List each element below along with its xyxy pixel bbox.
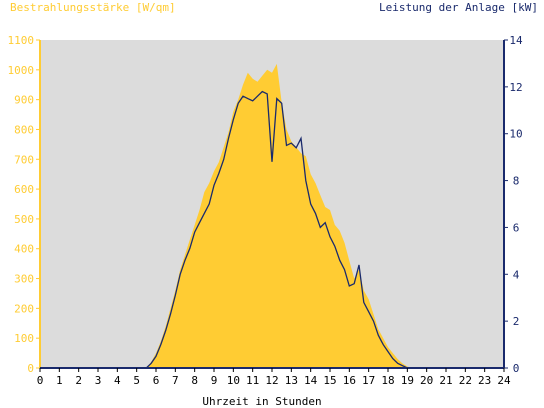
right-tick-label: 8 xyxy=(513,175,520,188)
power-line-layer xyxy=(40,90,504,369)
right-tick-label: 2 xyxy=(513,315,520,328)
left-tick-label: 200 xyxy=(14,302,34,315)
x-tick-label: 8 xyxy=(191,374,198,387)
left-tick-label: 300 xyxy=(14,273,34,286)
left-tick-label: 800 xyxy=(14,123,34,136)
power-line xyxy=(40,90,504,369)
x-tick-label: 20 xyxy=(420,374,433,387)
right-tick-label: 4 xyxy=(513,268,520,281)
right-tick-label: 0 xyxy=(513,362,520,375)
right-tick-label: 6 xyxy=(513,221,520,234)
x-tick-label: 7 xyxy=(172,374,179,387)
x-tick-label: 17 xyxy=(362,374,375,387)
x-tick-label: 3 xyxy=(95,374,102,387)
x-tick-label: 10 xyxy=(227,374,240,387)
x-tick-label: 4 xyxy=(114,374,121,387)
x-tick-label: 1 xyxy=(56,374,63,387)
x-tick-label: 24 xyxy=(497,374,511,387)
right-axis-title: Leistung der Anlage [kW] xyxy=(379,1,538,14)
left-tick-label: 600 xyxy=(14,183,34,196)
left-tick-label: 500 xyxy=(14,213,34,226)
x-tick-label: 12 xyxy=(265,374,278,387)
left-axis-ticks: 0 100 200 300 400 500 600 700 800 900 1000 1100 xyxy=(8,34,40,375)
right-tick-label: 10 xyxy=(509,128,522,141)
x-tick-label: 11 xyxy=(246,374,259,387)
x-tick-label: 6 xyxy=(153,374,160,387)
x-tick-label: 15 xyxy=(323,374,336,387)
left-tick-label: 0 xyxy=(27,362,34,375)
x-tick-label: 9 xyxy=(211,374,218,387)
x-tick-label: 21 xyxy=(439,374,452,387)
x-tick-label: 22 xyxy=(459,374,472,387)
right-axis-ticks: 0 2 4 6 8 10 12 14 xyxy=(504,34,523,375)
x-tick-label: 19 xyxy=(401,374,414,387)
right-tick-label: 12 xyxy=(509,81,522,94)
x-tick-label: 0 xyxy=(37,374,44,387)
left-tick-label: 700 xyxy=(14,153,34,166)
x-tick-label: 2 xyxy=(75,374,82,387)
x-tick-label: 13 xyxy=(285,374,298,387)
x-tick-label: 5 xyxy=(133,374,140,387)
irradiance-area xyxy=(146,63,427,369)
left-tick-label: 1100 xyxy=(8,34,35,47)
x-tick-label: 14 xyxy=(304,374,318,387)
left-tick-label: 400 xyxy=(14,243,34,256)
irradiance-area-layer xyxy=(146,63,427,369)
x-axis-title: Uhrzeit in Stunden xyxy=(202,395,321,408)
left-tick-label: 100 xyxy=(14,332,34,345)
x-tick-label: 16 xyxy=(343,374,356,387)
x-tick-label: 23 xyxy=(478,374,491,387)
right-tick-label: 14 xyxy=(509,34,523,47)
left-tick-label: 900 xyxy=(14,94,34,107)
x-tick-label: 18 xyxy=(381,374,394,387)
x-axis-ticks: 0 1 2 3 4 5 6 7 8 9 10 11 12 13 14 15 16 17 18 19 20 21 22 23 24 xyxy=(37,368,511,387)
left-tick-label: 1000 xyxy=(8,64,35,77)
left-axis-title: Bestrahlungsstärke [W/qm] xyxy=(10,1,176,14)
